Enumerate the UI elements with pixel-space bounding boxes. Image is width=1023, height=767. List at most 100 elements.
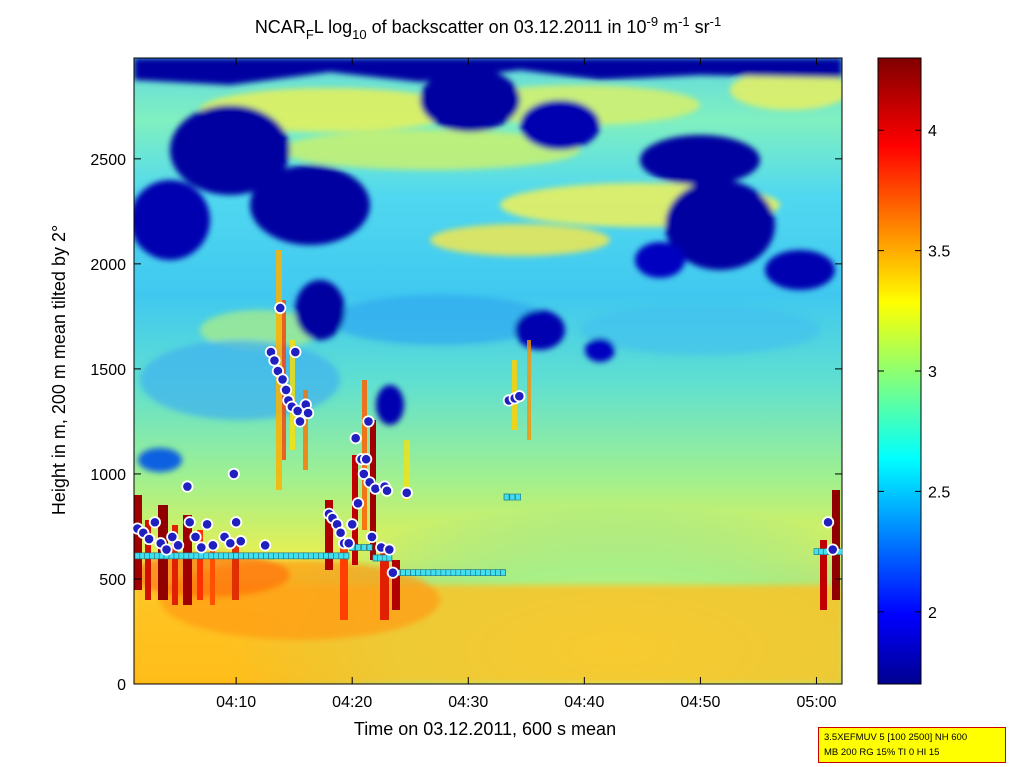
colorbar-tick-label: 2	[928, 605, 937, 622]
cloud-base-marker	[293, 415, 307, 428]
cloud-base-marker	[227, 467, 240, 481]
mixing-layer-marker	[818, 548, 824, 555]
cloud-base-marker	[274, 301, 287, 315]
mixing-layer-marker	[386, 554, 393, 562]
heatmap-plot-area	[134, 58, 842, 684]
cloud-base-marker	[386, 566, 399, 579]
cloud-base-marker	[362, 415, 375, 428]
mixing-layer-marker	[149, 552, 155, 560]
mixing-layer-marker	[440, 569, 447, 576]
cloud-base-marker	[383, 543, 396, 556]
cloud-base-marker	[183, 516, 196, 529]
mixing-layer-marker	[425, 569, 432, 576]
cloud-base-marker	[301, 406, 315, 420]
axes-layer: 04:10 04:20 04:30 04:40 04:50 05:00 0 500 1000 15…	[90, 58, 842, 711]
mixing-layer-marker	[183, 552, 190, 560]
cloud-base-marker	[513, 390, 526, 403]
cloud-base-marker	[380, 484, 394, 497]
title-log-sub: 10	[352, 27, 366, 42]
mixing-layer-marker	[405, 569, 411, 576]
cloud-base-marker	[230, 516, 243, 529]
mixing-layer-marker	[223, 552, 229, 560]
mixing-layer-marker	[475, 569, 482, 576]
cloud-base-marker	[276, 373, 289, 386]
x-tick-label: 04:50	[680, 694, 720, 711]
mixing-layer-marker	[400, 569, 406, 576]
mixing-layer-marker	[435, 569, 442, 576]
mixing-layer-marker	[355, 544, 361, 551]
y-axis-label: Height in m, 200 m mean tilted by 2°	[49, 225, 69, 515]
info-line-2: MB 200 RG 15% TI 0 HI 15	[824, 747, 940, 758]
colorbar-ticks: 2 2.5 3 3.5 4	[878, 123, 950, 622]
mixing-layer-marker	[813, 548, 820, 555]
cloud-base-marker	[821, 516, 835, 529]
processing-info-box: 3.5XEFMUV 5 [100 2500] NH 600 MB 200 RG …	[818, 727, 1006, 763]
cloud-base-marker	[268, 354, 281, 367]
mixing-layer-marker	[178, 552, 185, 560]
colorbar-tick-label: 3	[928, 364, 937, 381]
cloud-base-marker	[349, 432, 362, 445]
mixing-layer-marker	[268, 552, 274, 560]
y-tick-label: 0	[117, 677, 126, 694]
cloud-base-marker	[334, 526, 347, 539]
mixing-layer-marker	[208, 552, 215, 560]
cloud-base-marker	[400, 486, 413, 499]
x-tick-label: 05:00	[796, 694, 836, 711]
mixing-layer-marker	[228, 552, 234, 560]
title-part4: sr	[690, 17, 710, 37]
x-tick-label: 04:40	[564, 694, 604, 711]
info-line-1: 3.5XEFMUV 5 [100 2500] NH 600	[824, 732, 968, 743]
title-prefix: NCAR	[255, 17, 306, 37]
mixing-layer-marker	[288, 552, 294, 560]
cloud-base-marker	[160, 543, 173, 556]
y-tick-label: 1000	[90, 467, 126, 484]
x-tick-label: 04:20	[332, 694, 372, 711]
cloud-base-marker	[166, 530, 179, 544]
mixing-layer-marker	[308, 552, 314, 560]
cloud-base-marker	[224, 537, 237, 550]
mixing-layer-marker	[485, 569, 491, 576]
mixing-layer-marker	[144, 552, 150, 560]
cloud-base-marker	[351, 497, 365, 510]
title-prefix-sub: F	[306, 27, 314, 42]
cloud-base-marker	[342, 537, 355, 550]
mixing-layer-marker	[410, 569, 416, 576]
mixing-layer-marker	[302, 552, 309, 560]
mixing-layer-marker	[203, 552, 210, 560]
y-tick-label: 2000	[90, 257, 126, 274]
mixing-layer-marker	[455, 569, 462, 576]
mixing-layer-marker	[188, 552, 195, 560]
mixing-layer-marker	[173, 552, 180, 560]
colorbar	[877, 57, 922, 685]
mixing-layer-marker	[500, 569, 506, 576]
cloud-base-marker	[279, 383, 293, 397]
mixing-layer-marker	[381, 554, 388, 562]
mixing-layer-marker	[313, 552, 319, 560]
cloud-base-marker	[142, 532, 156, 546]
mixing-layer-marker	[445, 569, 452, 576]
mixing-layer-marker	[460, 569, 467, 576]
mixing-layer-marker	[233, 552, 239, 560]
title-exp1: -9	[647, 14, 659, 29]
cloud-base-marker	[172, 539, 185, 552]
mixing-layer-marker	[323, 552, 329, 560]
mixing-layer-marker	[134, 552, 141, 560]
mixing-layer-marker	[450, 569, 457, 576]
mixing-layer-marker	[213, 552, 220, 560]
title-part1: L log	[314, 17, 352, 37]
mixing-layer-marker	[361, 544, 367, 551]
mixing-layer-marker	[198, 552, 205, 560]
mixing-layer-marker	[495, 569, 501, 576]
mixing-layer-marker	[248, 552, 254, 560]
mixing-layer-marker	[470, 569, 477, 576]
cloud-base-marker	[201, 518, 214, 531]
title-part3: m	[658, 17, 678, 37]
y-tick-label: 2500	[90, 152, 126, 169]
mixing-layer-marker	[283, 552, 289, 560]
cloud-base-marker	[195, 541, 208, 554]
cloud-base-marker	[360, 453, 373, 466]
mixing-layer-marker	[372, 554, 379, 562]
title-part2: of backscatter on 03.12.2011 in 10	[367, 17, 647, 37]
cloud-base-marker	[181, 480, 194, 493]
